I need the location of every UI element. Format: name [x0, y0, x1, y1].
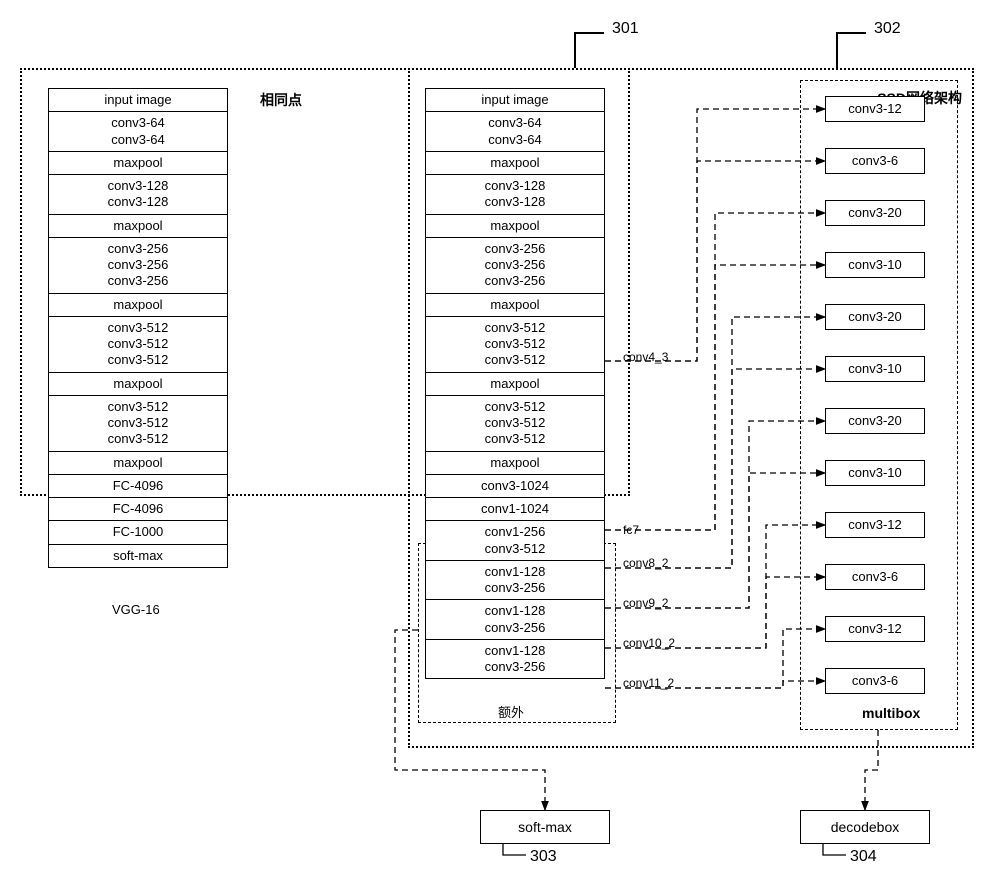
multibox-cell: conv3-12: [825, 96, 925, 122]
output-decodebox: decodebox: [800, 810, 930, 844]
multibox-cell: conv3-20: [825, 408, 925, 434]
ssd-cell: maxpool: [425, 451, 605, 475]
label-vgg16: VGG-16: [112, 602, 160, 617]
ssd-cell: maxpool: [425, 293, 605, 317]
ssd-cell: conv1-256 conv3-512: [425, 520, 605, 561]
callout-301: 301: [612, 20, 639, 38]
multibox-cell: conv3-10: [825, 252, 925, 278]
ssd-cell: conv1-128 conv3-256: [425, 639, 605, 680]
tap-label: conv10_2: [623, 636, 675, 650]
callout-303: 303: [530, 848, 557, 866]
callout-302: 302: [874, 20, 901, 38]
ssd-cell: conv3-512 conv3-512 conv3-512: [425, 395, 605, 452]
multibox-cell: conv3-10: [825, 460, 925, 486]
output-softmax: soft-max: [480, 810, 610, 844]
ssd-cell: conv1-1024: [425, 497, 605, 521]
ssd-cell: conv1-128 conv3-256: [425, 599, 605, 640]
vgg16-cell: maxpool: [48, 214, 228, 238]
multibox-cell: conv3-6: [825, 668, 925, 694]
vgg16-cell: conv3-512 conv3-512 conv3-512: [48, 395, 228, 452]
label-extra: 额外: [498, 702, 524, 721]
vgg16-cell: conv3-512 conv3-512 conv3-512: [48, 316, 228, 373]
vgg16-stack: input imageconv3-64 conv3-64maxpoolconv3…: [48, 88, 228, 568]
vgg16-cell: soft-max: [48, 544, 228, 568]
vgg16-cell: FC-4096: [48, 497, 228, 521]
ssd-cell: conv3-512 conv3-512 conv3-512: [425, 316, 605, 373]
ssd-cell: maxpool: [425, 214, 605, 238]
callout-302-line: [836, 32, 838, 68]
vgg16-cell: maxpool: [48, 451, 228, 475]
tap-label: fc7: [623, 523, 639, 537]
vgg16-cell: maxpool: [48, 151, 228, 175]
multibox-cell: conv3-6: [825, 564, 925, 590]
vgg16-cell: maxpool: [48, 293, 228, 317]
multibox-cell: conv3-10: [825, 356, 925, 382]
vgg16-cell: conv3-128 conv3-128: [48, 174, 228, 215]
vgg16-cell: conv3-256 conv3-256 conv3-256: [48, 237, 228, 294]
ssd-cell: conv3-256 conv3-256 conv3-256: [425, 237, 605, 294]
ssd-cell: conv3-128 conv3-128: [425, 174, 605, 215]
vgg16-cell: input image: [48, 88, 228, 112]
ssd-cell: conv3-1024: [425, 474, 605, 498]
tap-label: conv8_2: [623, 556, 668, 570]
multibox-cell: conv3-12: [825, 616, 925, 642]
ssd-cell: maxpool: [425, 372, 605, 396]
tap-label: conv9_2: [623, 596, 668, 610]
multibox-cell: conv3-12: [825, 512, 925, 538]
label-same-point: 相同点: [260, 90, 302, 110]
ssd-cell: conv3-64 conv3-64: [425, 111, 605, 152]
vgg16-cell: conv3-64 conv3-64: [48, 111, 228, 152]
ssd-cell: input image: [425, 88, 605, 112]
vgg16-cell: FC-4096: [48, 474, 228, 498]
callout-301-line: [574, 32, 576, 68]
tap-label: conv11_2: [623, 676, 674, 690]
vgg16-cell: maxpool: [48, 372, 228, 396]
tap-label: conv4_3: [623, 350, 668, 364]
multibox-cell: conv3-20: [825, 200, 925, 226]
callout-304: 304: [850, 848, 877, 866]
ssd-backbone-stack: input imageconv3-64 conv3-64maxpoolconv3…: [425, 88, 605, 679]
ssd-cell: maxpool: [425, 151, 605, 175]
multibox-cell: conv3-20: [825, 304, 925, 330]
ssd-cell: conv1-128 conv3-256: [425, 560, 605, 601]
multibox-cell: conv3-6: [825, 148, 925, 174]
vgg16-cell: FC-1000: [48, 520, 228, 544]
label-multibox: multibox: [862, 705, 920, 721]
